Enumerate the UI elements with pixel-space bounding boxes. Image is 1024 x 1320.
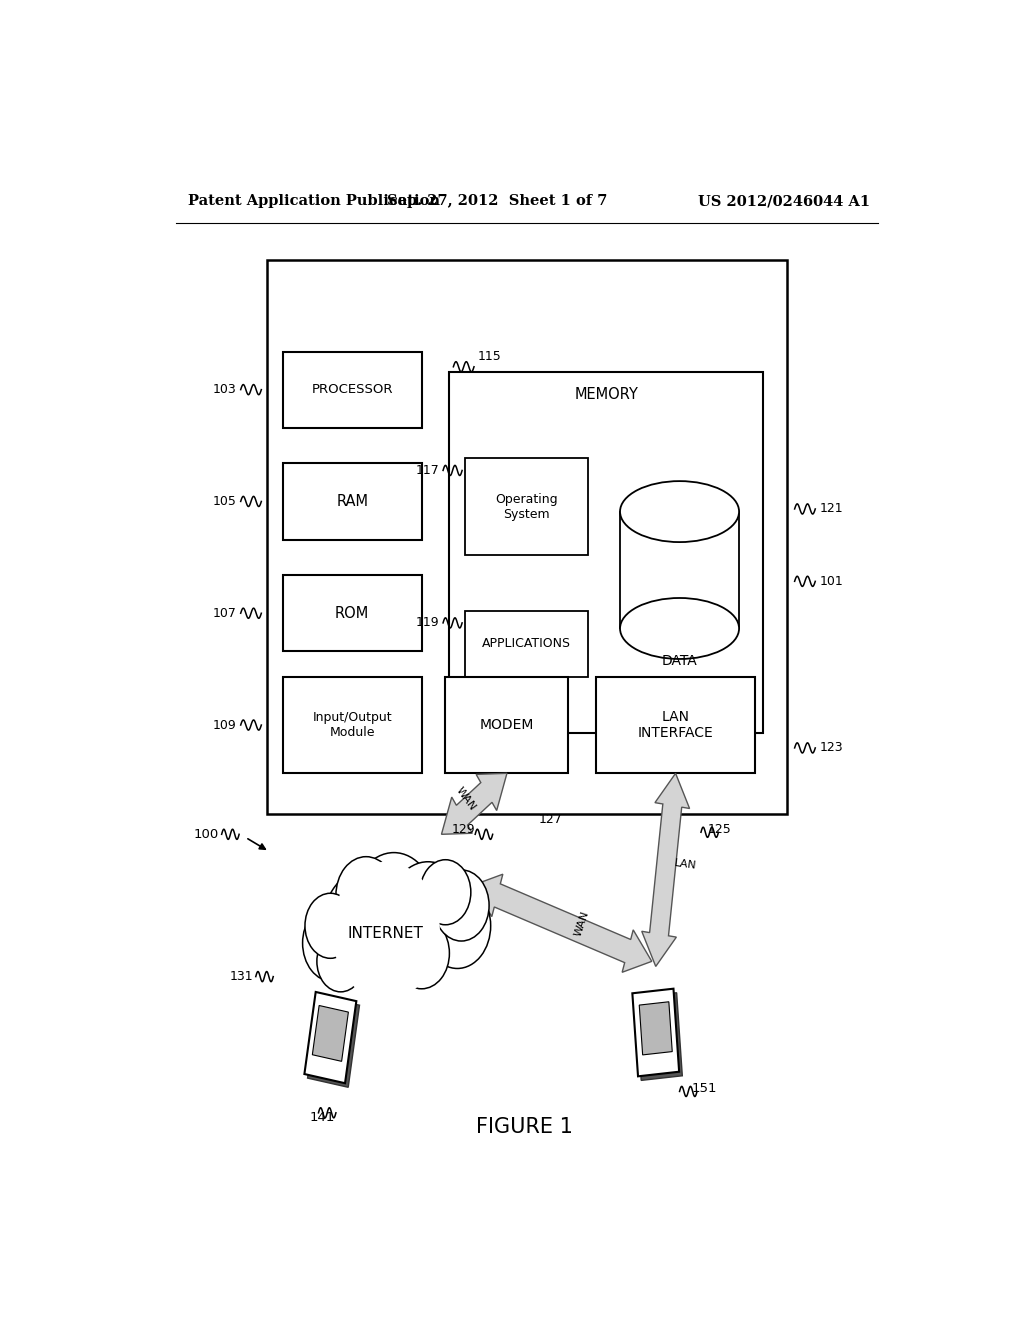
Text: 125: 125 [708, 822, 731, 836]
Circle shape [305, 894, 355, 958]
Text: 105: 105 [213, 495, 237, 508]
Text: US 2012/0246044 A1: US 2012/0246044 A1 [698, 194, 870, 209]
Text: 115: 115 [477, 350, 501, 363]
Circle shape [316, 931, 365, 991]
Circle shape [352, 853, 435, 958]
Ellipse shape [621, 480, 739, 543]
Bar [283, 351, 422, 428]
Text: PROCESSOR: PROCESSOR [311, 383, 393, 396]
Bar [445, 677, 568, 774]
Text: FIGURE 1: FIGURE 1 [476, 1117, 573, 1137]
Text: WAN: WAN [573, 909, 591, 937]
Polygon shape [304, 991, 356, 1084]
Text: 109: 109 [213, 718, 237, 731]
Polygon shape [633, 989, 679, 1076]
Text: 121: 121 [820, 503, 844, 515]
Bar [620, 512, 739, 628]
Bar [283, 677, 422, 774]
Circle shape [324, 873, 400, 969]
Polygon shape [639, 1002, 672, 1055]
Circle shape [394, 917, 450, 989]
Circle shape [388, 862, 468, 964]
Polygon shape [441, 774, 507, 834]
Text: 117: 117 [416, 463, 439, 477]
Circle shape [433, 870, 489, 941]
Bar [267, 260, 786, 814]
Polygon shape [636, 993, 682, 1080]
Text: 141: 141 [309, 1110, 335, 1123]
Text: 127: 127 [539, 813, 562, 825]
Text: Input/Output
Module: Input/Output Module [312, 711, 392, 739]
Text: 129: 129 [452, 822, 475, 836]
Polygon shape [312, 1006, 348, 1061]
Polygon shape [337, 944, 368, 989]
Circle shape [345, 912, 402, 986]
Text: Sep. 27, 2012  Sheet 1 of 7: Sep. 27, 2012 Sheet 1 of 7 [387, 194, 607, 209]
Circle shape [332, 862, 440, 1001]
Text: MODEM: MODEM [480, 718, 535, 733]
Polygon shape [473, 874, 652, 973]
Bar [283, 463, 422, 540]
Circle shape [336, 857, 396, 935]
Text: 107: 107 [213, 607, 237, 619]
Text: LAN: LAN [674, 858, 697, 871]
Text: Operating
System: Operating System [496, 492, 558, 520]
Bar [465, 458, 588, 554]
Bar [465, 611, 588, 677]
Text: 100: 100 [194, 828, 219, 841]
Text: 101: 101 [820, 574, 844, 587]
Circle shape [370, 895, 438, 982]
Polygon shape [642, 774, 689, 966]
Text: 131: 131 [229, 970, 253, 983]
Bar [596, 677, 755, 774]
Text: ROM: ROM [335, 606, 370, 620]
Text: 119: 119 [416, 616, 439, 630]
Text: RAM: RAM [336, 494, 369, 510]
Text: INTERNET: INTERNET [348, 927, 424, 941]
Circle shape [303, 904, 362, 982]
Ellipse shape [621, 598, 739, 659]
Polygon shape [307, 997, 359, 1088]
Bar [450, 372, 763, 733]
Circle shape [424, 883, 490, 969]
Text: WAN: WAN [335, 948, 345, 974]
Text: WAN: WAN [455, 785, 478, 812]
Text: MEMORY: MEMORY [574, 387, 638, 401]
Text: LAN
INTERFACE: LAN INTERFACE [638, 710, 714, 741]
Text: APPLICATIONS: APPLICATIONS [482, 638, 571, 651]
Text: DATA: DATA [662, 653, 697, 668]
Text: Patent Application Publication: Patent Application Publication [187, 194, 439, 209]
Text: 123: 123 [820, 742, 844, 755]
Text: 103: 103 [213, 383, 237, 396]
Text: 151: 151 [691, 1082, 717, 1094]
Bar [283, 576, 422, 651]
Circle shape [420, 859, 471, 925]
